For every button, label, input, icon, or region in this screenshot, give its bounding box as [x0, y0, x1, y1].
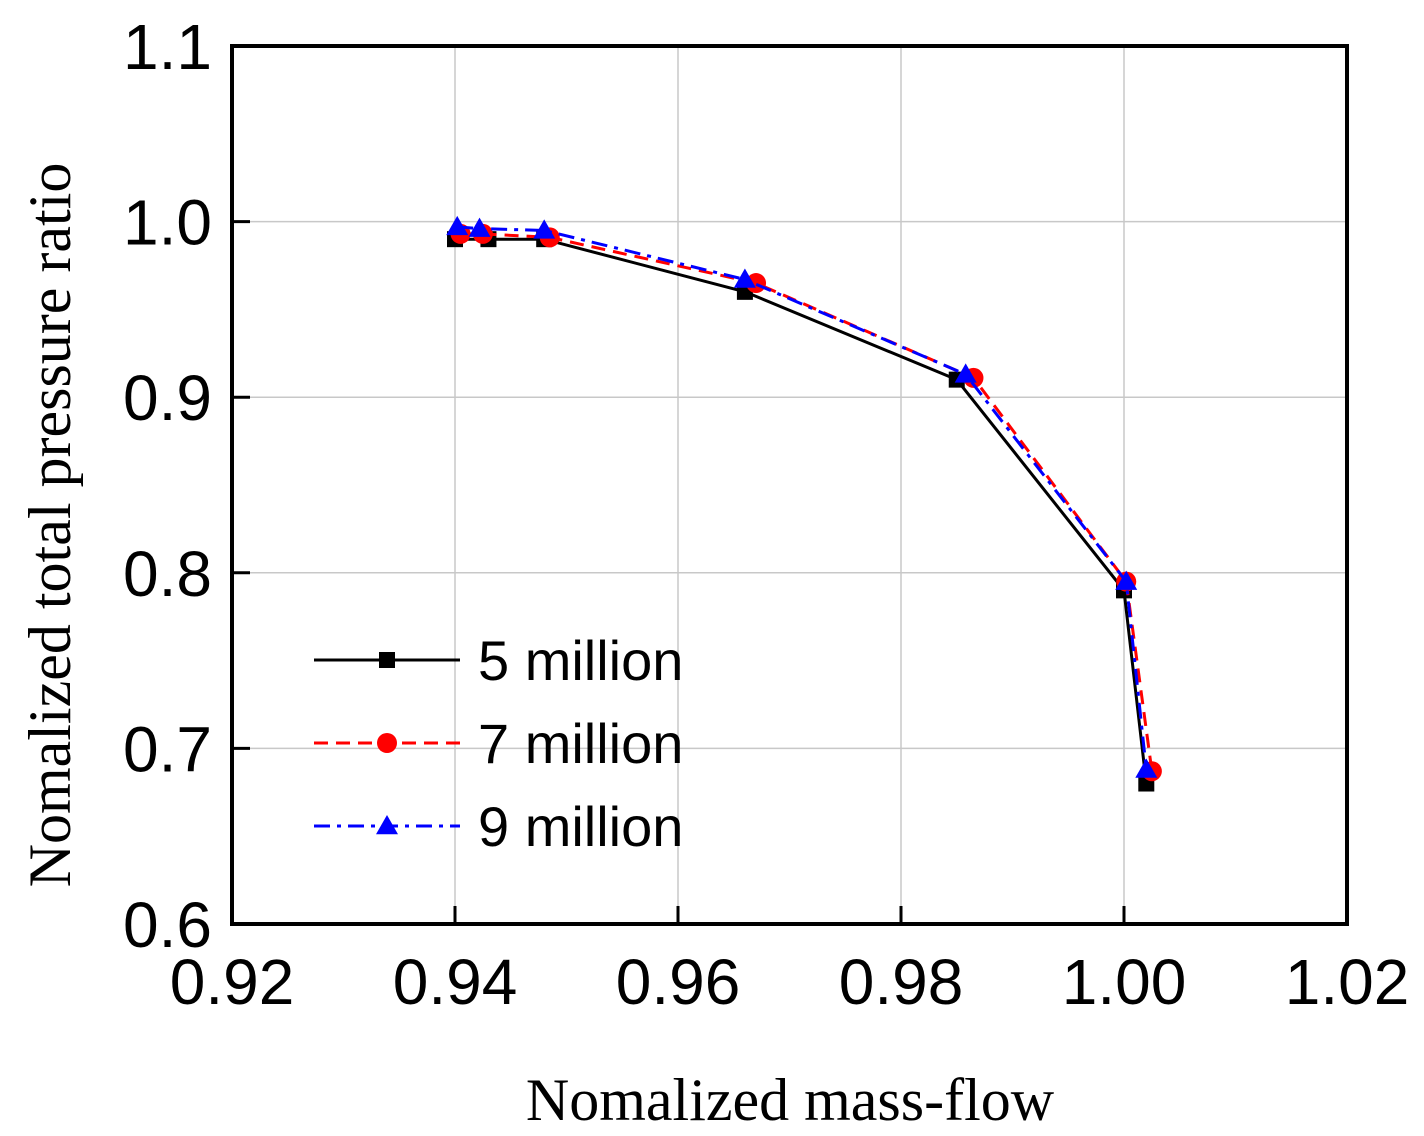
x-tick-label: 0.92 — [170, 946, 295, 1018]
legend-item: 5 million — [314, 629, 683, 692]
legend-label: 5 million — [478, 629, 683, 692]
series-0 — [447, 231, 1155, 792]
x-axis-title: Nomalized mass-flow — [526, 1067, 1055, 1133]
series-line — [455, 237, 1148, 784]
series-layer — [446, 215, 1162, 792]
data-point — [379, 652, 395, 668]
data-point — [468, 217, 491, 237]
x-tick-label: 1.02 — [1285, 946, 1410, 1018]
legend: 5 million 7 million 9 million — [314, 629, 683, 858]
data-point — [533, 219, 556, 239]
x-tick-label: 1.00 — [1062, 946, 1187, 1018]
data-point — [954, 363, 977, 383]
y-tick-label: 0.6 — [123, 889, 212, 961]
data-point — [376, 815, 398, 835]
legend-item: 9 million — [314, 795, 683, 858]
series-2 — [446, 215, 1158, 778]
y-tick-label: 1.1 — [123, 11, 212, 83]
x-tick-label: 0.98 — [839, 946, 964, 1018]
axis-ticks: 0.92 0.94 0.96 0.98 1.00 1.02 0.6 0.7 0.8 0.9 1.0 1… — [123, 11, 1409, 1018]
y-tick-label: 0.8 — [123, 538, 212, 610]
data-point — [1135, 758, 1158, 778]
data-point — [1115, 570, 1138, 590]
legend-label: 7 million — [478, 712, 683, 775]
data-point — [733, 268, 756, 288]
legend-item: 7 million — [314, 712, 683, 775]
data-point — [377, 733, 397, 753]
plot-frame — [230, 44, 1349, 926]
data-point — [446, 215, 469, 236]
y-tick-label: 1.0 — [123, 187, 212, 259]
y-axis-title: Nomalized total pressure ratio — [17, 163, 83, 888]
x-tick-label: 0.94 — [393, 946, 518, 1018]
x-tick-label: 0.96 — [616, 946, 741, 1018]
y-tick-label: 0.7 — [123, 713, 212, 785]
y-tick-label: 0.9 — [123, 362, 212, 434]
legend-label: 9 million — [478, 795, 683, 858]
grid — [232, 46, 1347, 924]
